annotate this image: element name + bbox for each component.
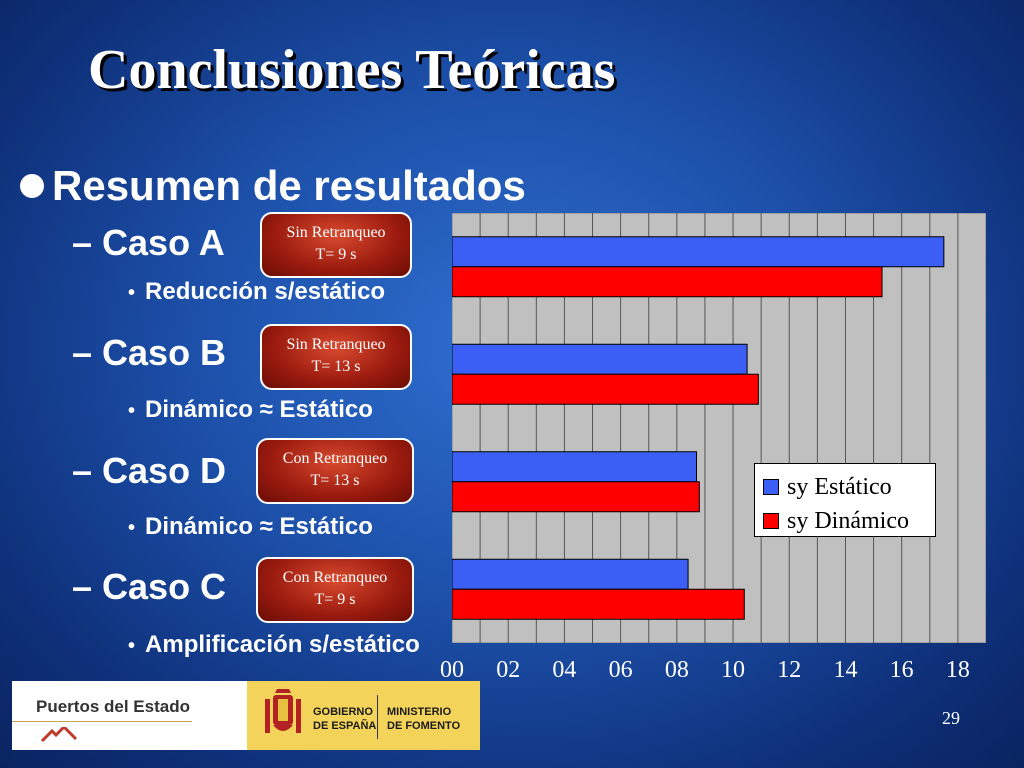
badge-line-1: Con Retranqueo <box>282 450 388 467</box>
gobierno-text: GOBIERNO DE ESPAÑA <box>313 706 377 732</box>
main-bullet-text: Resumen de resultados <box>52 162 526 209</box>
badge-line-2: T= 13 s <box>311 358 361 375</box>
bar-caso-c-dinamico <box>452 588 745 620</box>
badge-line-2: T= 9 s <box>314 591 356 608</box>
puertos-logo-text: Puertos del Estado <box>36 697 190 716</box>
bar-caso-d-estatico <box>452 451 698 483</box>
badge-line-1: Con Retranqueo <box>282 569 388 586</box>
badge-line-1: Sin Retranqueo <box>286 336 386 353</box>
case-b-label: – Caso B <box>72 332 227 373</box>
x-tick-label: 06 <box>608 657 633 683</box>
case-d-label: – Caso D <box>72 450 227 491</box>
main-bullet: Resumen de resultados <box>20 162 526 210</box>
coat-of-arms-icon <box>265 689 301 733</box>
case-b-badge: Sin Retranqueo T= 13 s <box>260 324 412 390</box>
badge-line-2: T= 13 s <box>310 472 360 489</box>
x-tick-label: 02 <box>496 657 521 683</box>
logo-rule <box>12 721 192 722</box>
badge-line-1: Sin Retranqueo <box>286 224 386 241</box>
puertos-logo: Puertos del Estado <box>12 681 247 750</box>
x-tick-label: 10 <box>721 657 746 683</box>
x-tick-label: 16 <box>889 657 914 683</box>
x-tick-label: 14 <box>833 657 858 683</box>
ministerio-text: MINISTERIO DE FOMENTO <box>387 706 461 732</box>
bar-caso-d-dinamico <box>452 481 700 513</box>
x-tick-label: 04 <box>552 657 577 683</box>
government-logo: GOBIERNO DE ESPAÑA MINISTERIO DE FOMENTO <box>247 681 480 750</box>
x-tick-label: 12 <box>777 657 802 683</box>
slide-title: Conclusiones Teóricas <box>88 39 616 101</box>
page-number: 29 <box>942 708 960 728</box>
case-c-label: – Caso C <box>72 566 227 607</box>
legend-item-dinamico: sy Dinámico <box>763 504 935 538</box>
case-a-badge: Sin Retranqueo T= 9 s <box>260 212 412 278</box>
x-tick-label: 00 <box>440 657 464 683</box>
bar-caso-b-estatico <box>452 343 748 375</box>
bar-caso-c-estatico <box>452 558 689 590</box>
footer-logos: Puertos del Estado GOBIERNO DE ESPAÑA MI… <box>12 681 480 750</box>
case-d-note: • Dinámico ≈ Estático <box>128 513 373 540</box>
case-a-label: – Caso A <box>72 222 225 263</box>
bar-chart <box>452 213 986 643</box>
bar-caso-b-dinamico <box>452 373 759 405</box>
legend-label-estatico: sy Estático <box>787 473 892 500</box>
case-c-badge: Con Retranqueo T= 9 s <box>256 557 414 623</box>
badge-line-2: T= 9 s <box>315 246 357 263</box>
case-c-note: • Amplificación s/estático <box>128 631 420 658</box>
case-b-note: • Dinámico ≈ Estático <box>128 396 373 423</box>
x-tick-label: 08 <box>664 657 689 683</box>
case-a-note: • Reducción s/estático <box>128 278 386 305</box>
puertos-mark-icon <box>40 727 78 743</box>
legend-swatch-estatico <box>763 479 779 495</box>
legend-swatch-dinamico <box>763 513 779 529</box>
case-d-badge: Con Retranqueo T= 13 s <box>256 438 414 504</box>
chart-legend: sy Estático sy Dinámico <box>754 463 936 537</box>
legend-item-estatico: sy Estático <box>763 470 935 504</box>
bar-caso-a-estatico <box>452 236 945 268</box>
x-tick-label: 18 <box>945 657 970 683</box>
bar-caso-a-dinamico <box>452 266 883 298</box>
logo-separator <box>377 695 378 739</box>
legend-label-dinamico: sy Dinámico <box>787 507 909 534</box>
bullet-dot <box>20 174 44 198</box>
